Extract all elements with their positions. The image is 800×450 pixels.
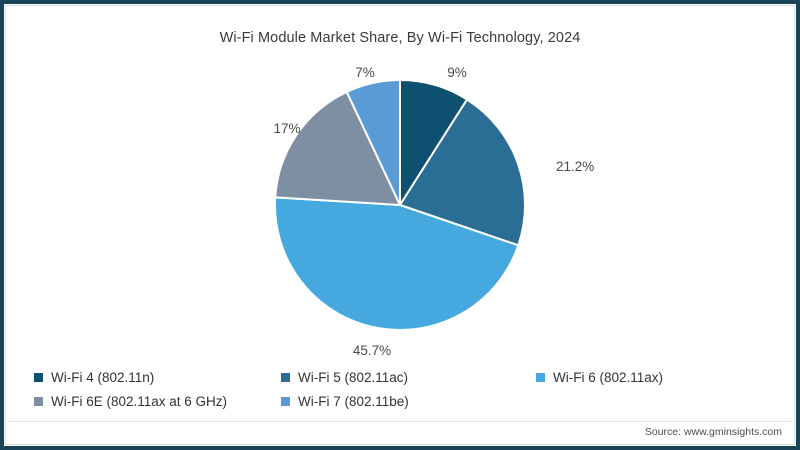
legend-label-wifi7: Wi-Fi 7 (802.11be)	[298, 393, 409, 409]
pie-data-labels: 9% 21.2% 45.7% 17% 7%	[273, 65, 594, 358]
data-label-wifi6: 45.7%	[353, 343, 391, 358]
legend-swatch-icon-wifi5	[281, 373, 290, 382]
legend-label-wifi6e: Wi-Fi 6E (802.11ax at 6 GHz)	[51, 393, 228, 409]
data-label-wifi4: 9%	[447, 65, 467, 80]
data-label-wifi5: 21.2%	[556, 159, 594, 174]
legend-row-1: Wi-Fi 4 (802.11n) Wi-Fi 5 (802.11ac) Wi-…	[34, 366, 764, 389]
legend-label-wifi5: Wi-Fi 5 (802.11ac)	[298, 369, 409, 385]
pie-chart-svg: 9% 21.2% 45.7% 17% 7%	[273, 65, 594, 358]
pie-slice-wifi6e[interactable]	[274, 90, 402, 207]
legend-item-wifi6[interactable]: Wi-Fi 6 (802.11ax)	[536, 366, 764, 389]
legend-swatch-icon-wifi6e	[34, 397, 43, 406]
legend-swatch-icon-wifi4	[34, 373, 43, 382]
pie-slice-wifi7[interactable]	[345, 78, 401, 206]
legend-item-wifi4[interactable]: Wi-Fi 4 (802.11n)	[34, 366, 281, 389]
legend-item-wifi6e[interactable]: Wi-Fi 6E (802.11ax at 6 GHz)	[34, 390, 281, 413]
data-label-wifi6e: 17%	[273, 121, 300, 136]
legend-item-wifi5[interactable]: Wi-Fi 5 (802.11ac)	[281, 366, 536, 389]
source-attribution: Source: www.gminsights.com	[644, 426, 782, 438]
chart-legend: Wi-Fi 4 (802.11n) Wi-Fi 5 (802.11ac) Wi-…	[34, 366, 764, 414]
legend-item-empty	[536, 390, 764, 413]
data-label-wifi7: 7%	[355, 65, 375, 80]
pie-slice-wifi6[interactable]	[274, 196, 520, 332]
footer-divider	[8, 421, 792, 422]
legend-swatch-icon-wifi7	[281, 397, 290, 406]
legend-label-wifi6: Wi-Fi 6 (802.11ax)	[553, 369, 664, 385]
page-title: Wi-Fi Module Market Share, By Wi-Fi Tech…	[219, 30, 581, 46]
legend-row-2: Wi-Fi 6E (802.11ax at 6 GHz) Wi-Fi 7 (80…	[34, 390, 764, 413]
pie-slice-wifi5[interactable]	[398, 98, 526, 247]
legend-label-wifi4: Wi-Fi 4 (802.11n)	[51, 369, 155, 385]
legend-item-wifi7[interactable]: Wi-Fi 7 (802.11be)	[281, 390, 536, 413]
pie-slices	[274, 78, 526, 332]
pie-chart-area: 9% 21.2% 45.7% 17% 7%	[10, 55, 790, 358]
legend-swatch-icon-wifi6	[536, 373, 545, 382]
